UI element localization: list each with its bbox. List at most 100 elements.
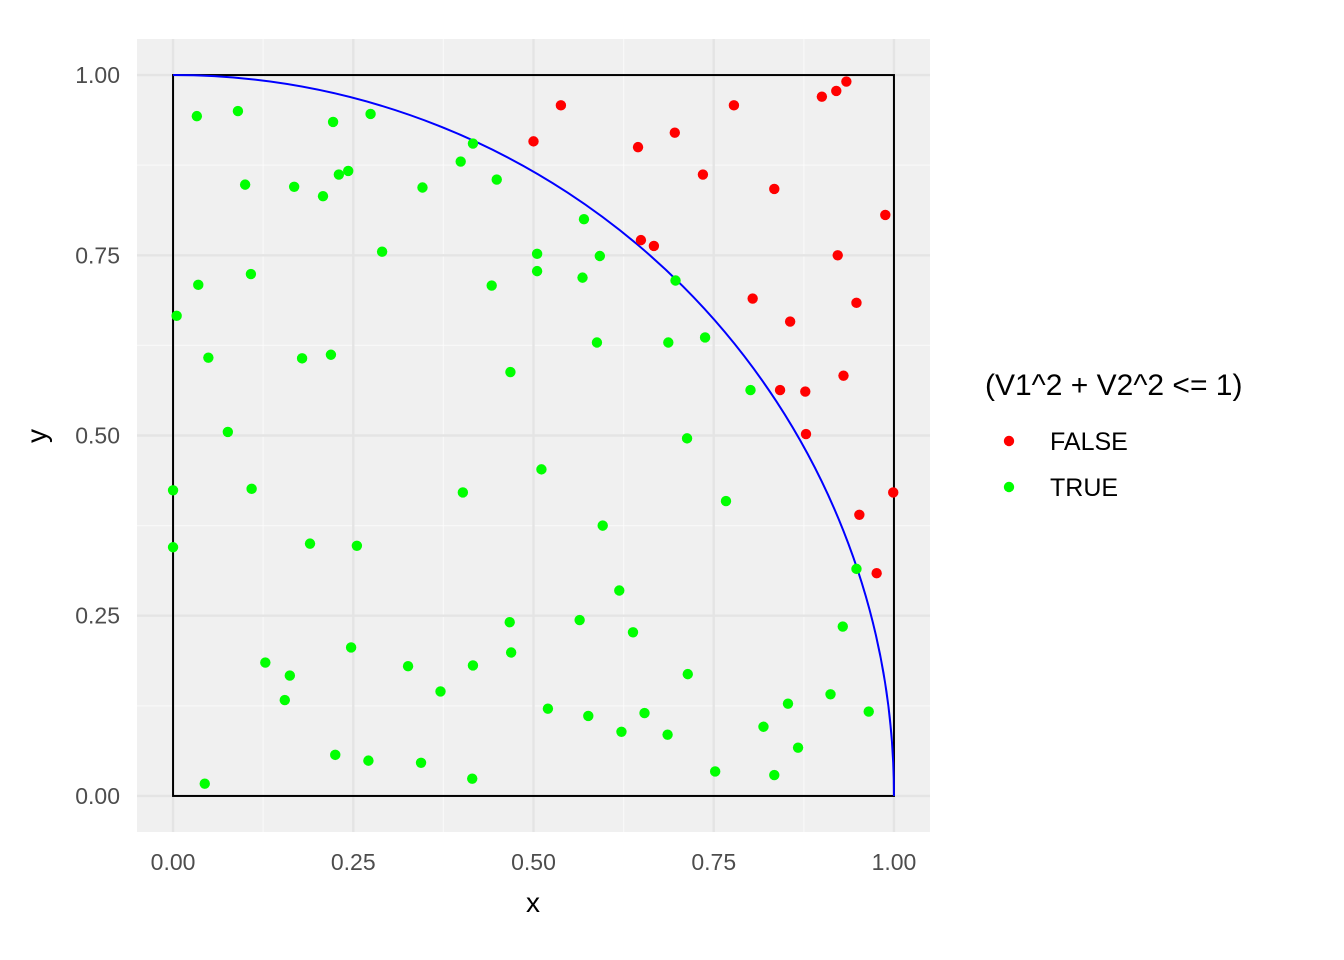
y-tick-label: 0.75 (75, 242, 120, 268)
point-true (246, 483, 257, 495)
point-true (769, 769, 780, 781)
point-true (851, 563, 862, 575)
point-true (577, 272, 588, 283)
point-true (627, 627, 639, 638)
point-true (745, 384, 756, 396)
point-true (279, 694, 290, 706)
point-false (854, 509, 865, 520)
point-false (669, 127, 680, 138)
point-true (222, 426, 234, 438)
point-true (203, 352, 214, 363)
y-tick-label: 0.50 (75, 423, 120, 449)
x-axis-title: x (526, 887, 540, 918)
point-true (491, 174, 502, 185)
point-false (555, 100, 567, 111)
point-true (363, 755, 374, 766)
x-tick-label: 1.00 (872, 849, 917, 875)
point-false (816, 91, 828, 102)
point-false (800, 428, 812, 440)
point-true (288, 181, 300, 192)
point-true (663, 337, 674, 348)
point-true (317, 190, 329, 202)
point-true (505, 647, 517, 658)
point-false (769, 183, 780, 195)
point-true (536, 464, 547, 475)
point-true (351, 540, 363, 551)
point-true (662, 729, 673, 740)
point-true (245, 268, 257, 280)
x-axis-tick-labels: 0.00 0.25 0.50 0.75 1.00 (151, 849, 917, 875)
point-true (837, 621, 848, 632)
point-true (614, 585, 625, 596)
point-true (720, 495, 732, 507)
point-true (699, 332, 711, 343)
point-false (632, 141, 644, 153)
point-false (635, 234, 647, 246)
point-true (591, 337, 603, 348)
x-tick-label: 0.00 (151, 849, 196, 875)
point-true (639, 707, 650, 719)
point-true (325, 349, 337, 360)
y-tick-label: 0.00 (75, 783, 120, 809)
point-true (504, 617, 515, 628)
point-true (505, 366, 516, 378)
point-true (193, 279, 204, 291)
point-true (531, 248, 543, 260)
point-false (697, 169, 709, 180)
point-true (167, 485, 179, 496)
point-true (682, 668, 693, 680)
legend-key-true (1003, 481, 1015, 493)
point-true (467, 773, 478, 784)
point-true (863, 706, 874, 717)
point-true (284, 670, 296, 681)
point-true (531, 265, 543, 277)
y-axis-title: y (21, 429, 52, 443)
point-true (345, 642, 357, 653)
point-true (415, 757, 427, 768)
legend-label-false: FALSE (1050, 428, 1128, 456)
point-false (800, 386, 811, 397)
point-true (583, 710, 594, 722)
unit-square (172, 74, 895, 797)
point-true (167, 542, 179, 553)
point-true (402, 660, 414, 672)
point-true (333, 169, 345, 180)
point-false (728, 100, 740, 111)
point-true (467, 660, 479, 671)
point-false (851, 297, 862, 309)
point-true (616, 726, 627, 737)
data-points (167, 76, 899, 789)
point-true (171, 310, 182, 322)
point-true (199, 778, 210, 789)
point-true (486, 280, 497, 291)
point-false (528, 136, 539, 147)
point-true (578, 214, 590, 225)
point-false (648, 240, 660, 252)
point-true (792, 742, 804, 753)
point-false (747, 293, 758, 304)
point-true (330, 749, 341, 761)
point-false (838, 370, 849, 381)
point-true (343, 165, 354, 177)
legend-entries: FALSE TRUE (1003, 428, 1128, 502)
point-true (417, 182, 428, 193)
point-false (831, 85, 842, 97)
point-false (888, 487, 899, 498)
point-true (542, 703, 554, 714)
x-tick-label: 0.50 (511, 849, 556, 875)
y-tick-label: 0.25 (75, 603, 120, 629)
point-false (871, 567, 882, 579)
point-true (296, 353, 308, 364)
point-false (832, 250, 843, 261)
x-tick-label: 0.75 (691, 849, 736, 875)
point-true (365, 108, 376, 120)
point-true (782, 698, 794, 709)
point-true (758, 721, 769, 732)
point-true (681, 433, 693, 444)
point-true (574, 614, 585, 626)
point-true (304, 538, 316, 549)
legend-key-false (1003, 435, 1015, 447)
point-true (457, 487, 469, 498)
point-false (774, 384, 786, 396)
